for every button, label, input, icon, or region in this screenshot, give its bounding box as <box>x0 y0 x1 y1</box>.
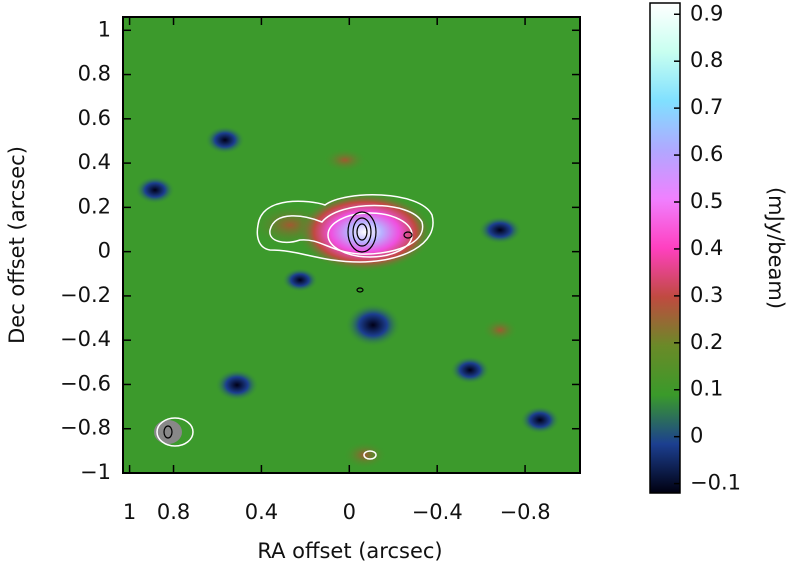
y-tick-label: 0.8 <box>78 62 111 86</box>
y-tick-label: −0.4 <box>60 327 111 351</box>
x-tick-label: 0 <box>343 500 356 524</box>
colorbar-tick-label: −0.1 <box>690 471 741 495</box>
y-axis-label: Dec offset (arcsec) <box>5 146 29 344</box>
plot-frame <box>122 16 581 474</box>
y-tick-label: 0 <box>98 239 111 263</box>
y-tick-label: −0.8 <box>60 416 111 440</box>
colorbar-tick-label: 0.1 <box>690 377 723 401</box>
x-tick-label: 1 <box>123 500 136 524</box>
y-tick-label: 0.6 <box>78 106 111 130</box>
x-axis-label: RA offset (arcsec) <box>257 539 442 563</box>
map <box>123 17 580 473</box>
y-tick-label: 0.4 <box>78 150 111 174</box>
colorbar <box>649 2 681 494</box>
colorbar-label: (mJy/beam) <box>764 187 788 309</box>
x-tick-label: −0.8 <box>500 500 551 524</box>
y-tick-label: 1 <box>98 17 111 41</box>
colorbar-tick-label: 0.9 <box>690 1 723 25</box>
x-tick-label: 0.8 <box>157 500 190 524</box>
colorbar-tick-label: 0.2 <box>690 330 723 354</box>
y-tick-label: −1 <box>80 460 111 484</box>
x-tick-label: −0.4 <box>412 500 463 524</box>
colorbar-tick-label: 0.6 <box>690 142 723 166</box>
colorbar-tick-label: 0.5 <box>690 189 723 213</box>
colorbar-tick-label: 0.8 <box>690 48 723 72</box>
y-tick-label: −0.6 <box>60 371 111 395</box>
colorbar-tick-label: 0.4 <box>690 236 723 260</box>
colorbar-tick-label: 0.3 <box>690 283 723 307</box>
colorbar-tick-label: 0 <box>690 424 703 448</box>
colorbar-tick-label: 0.7 <box>690 95 723 119</box>
y-tick-label: −0.2 <box>60 283 111 307</box>
y-tick-label: 0.2 <box>78 194 111 218</box>
x-tick-label: 0.4 <box>245 500 278 524</box>
